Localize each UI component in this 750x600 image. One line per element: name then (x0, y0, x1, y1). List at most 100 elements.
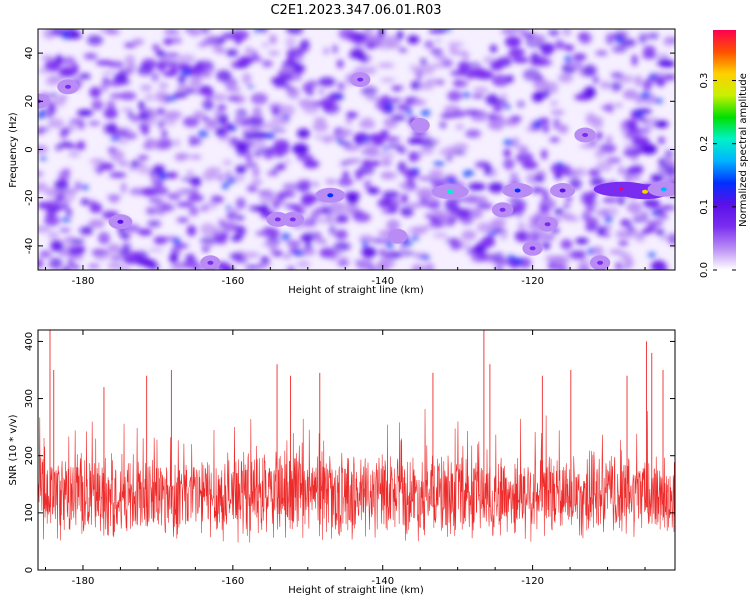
spectrogram-cell (570, 167, 587, 177)
spectrogram-cell (585, 223, 598, 232)
spectrogram-cell (657, 165, 664, 176)
spectrogram-cell (382, 107, 394, 115)
spectrogram-cell (155, 91, 167, 103)
spectrogram-cell (542, 242, 551, 250)
spectrogram-cell (365, 96, 381, 101)
spectrogram-cell (583, 196, 596, 207)
spectrogram-cell (210, 173, 228, 179)
spectrogram-cell (515, 152, 534, 164)
spectrogram-cell (61, 56, 76, 66)
spectrogram-cell (326, 215, 334, 224)
spectrogram-cell (610, 72, 624, 79)
spectrogram-cell (90, 249, 109, 255)
spectrogram-cell (38, 126, 44, 135)
spectrogram-cell (639, 33, 647, 44)
spectrogram-cell (503, 149, 512, 157)
spectrogram-cell (103, 107, 118, 119)
spectrogram-cell (129, 188, 147, 196)
spectrogram-cell (268, 50, 280, 56)
colorbar-tick-label: 0.3 (699, 73, 710, 89)
spectrogram-cell (640, 91, 651, 100)
spectrogram-cell (562, 29, 572, 36)
spectrogram-cell (329, 224, 336, 236)
spectrogram-cell (523, 73, 541, 78)
spectrogram-cell (54, 96, 66, 107)
spectrogram-cell (609, 249, 624, 255)
x-tick-label: -160 (221, 576, 244, 587)
spectrogram-cell (173, 139, 181, 147)
spectrogram-cell (660, 60, 675, 68)
spectrogram-cell (512, 56, 530, 64)
spectrogram-cell (124, 54, 136, 65)
spectrogram-cell (503, 158, 515, 170)
spectrogram-cell (473, 86, 489, 94)
spectrogram-cell (424, 262, 435, 270)
spectrogram-cell (396, 104, 409, 111)
spectrogram-cell (591, 123, 604, 129)
colorbar-ramp (713, 30, 736, 270)
spectrogram-cell (261, 42, 269, 48)
spectrogram-cell (409, 64, 418, 70)
spectrogram-hotspot (108, 214, 133, 230)
spectrogram-cell (554, 208, 564, 215)
spectrogram-cell (611, 32, 627, 40)
spectrogram-cell (314, 134, 322, 140)
spectrogram-cell (595, 160, 613, 172)
spectrogram-cell (418, 147, 435, 155)
spectrogram-cell (379, 129, 390, 136)
spectrogram-cell (177, 74, 186, 86)
spectrogram-cell (38, 258, 44, 269)
spectrogram-cell (654, 120, 669, 128)
spectrogram-cell (38, 225, 51, 233)
spectrogram-cell (509, 172, 519, 179)
spectrogram-cell (380, 77, 396, 83)
spectrogram-cell (619, 38, 637, 48)
spectrogram-cell (440, 29, 452, 32)
spectrogram-cell (433, 232, 448, 239)
y-tick-label: 300 (24, 389, 35, 408)
spectrogram-cell (202, 247, 210, 252)
spectrogram-cell (372, 136, 385, 147)
spectrogram-cell (155, 50, 166, 57)
spectrogram-cell (624, 173, 632, 184)
spectrogram-cell (486, 114, 504, 121)
spectrogram-cell (189, 76, 203, 89)
spectrogram-cell (361, 246, 377, 258)
spectrogram-cell (258, 192, 274, 205)
spectrogram-panel: -180 -160 -140 -120 -40 -20 0 20 40 Height of s… (8, 28, 676, 296)
spectrogram-cell (411, 168, 420, 174)
spectrogram-cell (136, 161, 145, 167)
spectrogram-cell (588, 168, 601, 177)
spectrogram-cell (654, 264, 668, 270)
spectrogram-cell (76, 109, 94, 117)
spectrogram-hotspot (647, 181, 675, 197)
spectrogram-cell (400, 206, 414, 217)
spectrogram-cell (248, 138, 267, 150)
spectrogram-cell (440, 113, 456, 119)
spectrogram-cell (42, 126, 50, 132)
spectrogram-cell (213, 93, 227, 102)
spectrogram-cell (506, 254, 515, 262)
spectrogram-cell (362, 159, 372, 168)
spectrogram-cell (514, 257, 524, 265)
y-tick-label: 20 (24, 95, 35, 108)
spectrogram-cell (592, 76, 600, 84)
spectrogram-cell (216, 47, 226, 54)
spectrogram-cell (155, 137, 173, 150)
spectrogram-cell (389, 98, 400, 104)
spectrogram-cell (231, 29, 250, 41)
spectrogram-cell (318, 89, 325, 94)
spectrogram-cell (59, 228, 71, 233)
spectrogram-cell (87, 35, 103, 46)
spectrogram-cell (339, 162, 348, 167)
spectrogram-cell (391, 114, 406, 122)
spectrogram-cell (79, 226, 94, 236)
spectrogram-cell (77, 122, 85, 130)
spectrogram-cell (408, 151, 422, 162)
spectrogram-cell (204, 88, 215, 100)
spectrogram-cell (412, 83, 419, 88)
spectrogram-cell (356, 259, 374, 270)
spectrogram-cell (347, 35, 364, 42)
spectrogram-cell (157, 119, 165, 130)
spectrogram-cell (455, 213, 469, 220)
